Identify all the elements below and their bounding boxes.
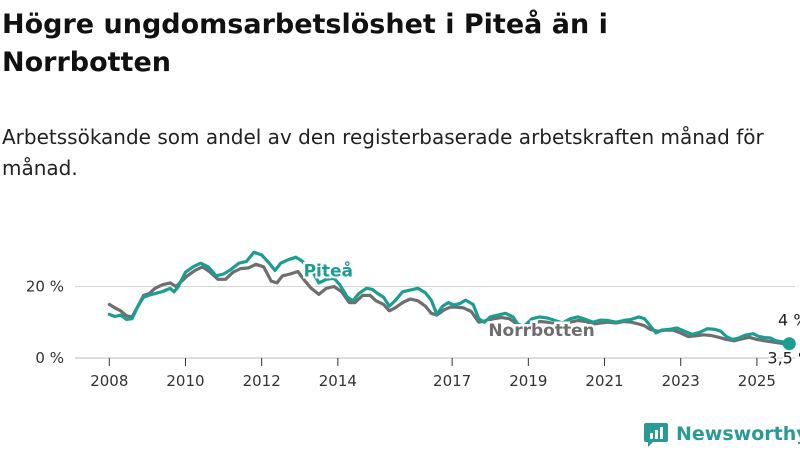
gridlines (75, 285, 795, 359)
series-label-norrbotten: Norrbotten (488, 321, 594, 341)
chart-title: Högre ungdomsarbetslöshet i Piteå än i N… (2, 9, 608, 78)
series-labels: Piteå Norrbotten 4 % 3,5 % (302, 257, 800, 369)
series-lines (107, 250, 796, 351)
x-tick-label: 2014 (319, 372, 357, 390)
series-line-pitea (107, 250, 791, 346)
x-tick-label: 2017 (433, 372, 471, 390)
x-tick-label: 2008 (90, 372, 128, 390)
end-label-pitea: 4 % (778, 311, 800, 330)
end-point-pitea (782, 337, 796, 351)
end-label-norrbotten: 3,5 % (767, 348, 800, 367)
y-tick-label: 20 % (26, 277, 64, 295)
newsworthy-logo-icon (644, 423, 668, 447)
x-tick-label: 2023 (662, 372, 700, 390)
x-tick-label: 2010 (166, 372, 204, 390)
y-axis-ticks: 0 % 20 % (26, 277, 64, 367)
chart-subtitle: Arbetssökande som andel av den registerb… (2, 125, 764, 180)
x-tick-label: 2019 (509, 372, 547, 390)
x-tick-label: 2025 (738, 372, 776, 390)
x-tick-label: 2012 (243, 372, 281, 390)
x-tick-label: 2021 (585, 372, 623, 390)
y-tick-label: 0 % (35, 349, 64, 367)
series-label-pitea: Piteå (304, 259, 353, 281)
x-axis-ticks: 2008 2010 2012 2014 2017 2019 2021 2023 2025 (90, 358, 776, 390)
brand-footer: Newsworthy (644, 420, 800, 448)
brand-name: Newsworthy (676, 423, 800, 445)
